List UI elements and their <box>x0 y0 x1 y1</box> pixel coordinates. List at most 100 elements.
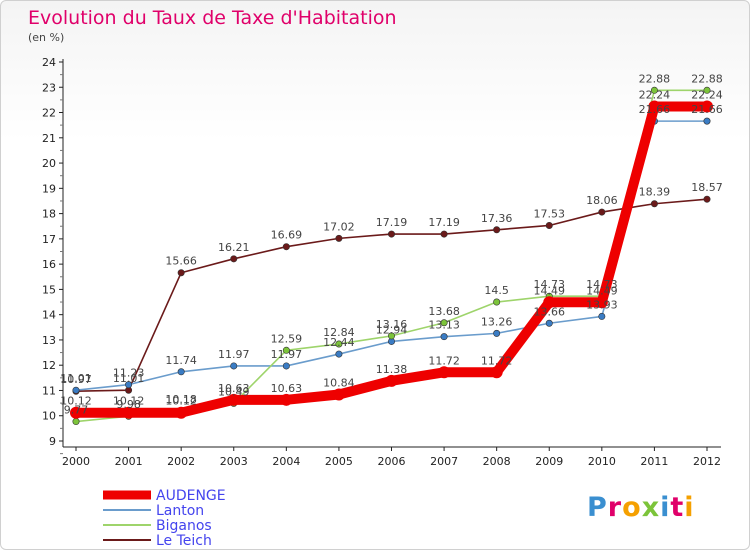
data-label: 10.49 <box>218 385 250 398</box>
data-label: 15.66 <box>165 255 197 268</box>
data-point <box>493 298 501 306</box>
data-label: 21.66 <box>691 103 723 116</box>
data-label: 10.12 <box>165 395 197 408</box>
y-tick-label: 23 <box>42 81 56 94</box>
data-label: 13.13 <box>428 319 460 332</box>
y-tick-label: 18 <box>42 208 56 221</box>
data-point <box>335 340 343 348</box>
data-label: 13.26 <box>481 315 513 328</box>
legend-label: Biganos <box>156 518 212 534</box>
data-label: 22.88 <box>639 72 671 85</box>
x-tick-label: 2003 <box>220 455 248 468</box>
y-tick-label: 16 <box>42 258 56 271</box>
logo-letter: x <box>641 492 661 523</box>
data-point <box>282 362 290 370</box>
data-label: 9.77 <box>64 404 89 417</box>
data-label: 16.69 <box>271 229 303 242</box>
data-point <box>440 333 448 341</box>
data-point <box>230 255 238 263</box>
data-point <box>595 296 608 309</box>
data-label: 14.5 <box>484 284 509 297</box>
x-tick-label: 2011 <box>640 455 668 468</box>
data-label: 11.72 <box>428 354 460 367</box>
data-point <box>230 362 238 370</box>
data-point <box>70 406 82 419</box>
data-point <box>282 346 290 354</box>
data-point <box>335 350 343 358</box>
legend-label: Lanton <box>156 503 204 519</box>
data-label: 22.24 <box>691 88 723 101</box>
data-point <box>227 393 240 406</box>
data-label: 12.59 <box>271 332 303 345</box>
data-point <box>387 230 395 238</box>
data-point <box>650 86 658 94</box>
y-tick-label: 9 <box>49 435 56 448</box>
y-tick-label: 24 <box>42 56 56 69</box>
x-tick-label: 2000 <box>62 455 90 468</box>
proxiti-logo: Proxiti <box>587 492 695 523</box>
data-label: 11.01 <box>60 372 92 385</box>
y-tick-label: 21 <box>42 132 56 145</box>
x-tick-label: 2012 <box>693 455 721 468</box>
data-label: 13.68 <box>428 305 460 318</box>
logo-letter: i <box>660 492 671 523</box>
logo-letter: i <box>684 492 695 523</box>
data-label: 10.12 <box>60 395 92 408</box>
data-label: 10.63 <box>218 382 250 395</box>
data-point <box>703 195 711 203</box>
data-label: 22.88 <box>691 72 723 85</box>
data-label: 14.49 <box>534 284 566 297</box>
data-point <box>72 418 80 426</box>
data-label: 14.73 <box>586 278 618 291</box>
data-label: 18.39 <box>639 186 671 199</box>
logo-letter: r <box>607 492 623 523</box>
data-label: 11.72 <box>481 354 513 367</box>
data-point <box>385 374 398 387</box>
data-label: 12.84 <box>323 326 355 339</box>
data-point <box>703 86 711 94</box>
data-label: 10.63 <box>271 382 303 395</box>
data-label: 16.21 <box>218 241 250 254</box>
y-tick-label: 14 <box>42 309 56 322</box>
data-label: 21.66 <box>639 103 671 116</box>
x-tick-label: 2005 <box>325 455 353 468</box>
data-label: 18.57 <box>691 181 723 194</box>
y-tick-label: 15 <box>42 283 56 296</box>
y-tick-label: 12 <box>42 359 56 372</box>
data-point <box>72 386 80 394</box>
data-label: 12.44 <box>323 336 355 349</box>
data-label: 17.19 <box>428 216 460 229</box>
data-label: 10.97 <box>60 373 92 386</box>
data-label: 11.97 <box>218 348 250 361</box>
data-label: 18.06 <box>586 194 618 207</box>
data-point <box>490 366 503 379</box>
x-tick-label: 2002 <box>167 455 195 468</box>
data-label: 11.38 <box>376 363 408 376</box>
legend-label: Le Teich <box>156 533 212 549</box>
logo-letter: o <box>622 492 642 523</box>
legend-label: AUDENGE <box>156 488 226 504</box>
data-label: 22.24 <box>639 88 671 101</box>
data-point <box>703 117 711 125</box>
data-point <box>438 366 451 379</box>
data-label: 17.02 <box>323 220 355 233</box>
x-tick-label: 2009 <box>535 455 563 468</box>
data-label: 9.98 <box>116 398 141 411</box>
data-point <box>175 406 188 419</box>
data-point <box>545 221 553 229</box>
y-tick-label: 20 <box>42 157 56 170</box>
x-tick-label: 2008 <box>483 455 511 468</box>
data-point <box>440 230 448 238</box>
y-tick-label: 10 <box>42 410 56 423</box>
data-point <box>332 388 345 401</box>
data-point <box>701 100 713 113</box>
data-label: 17.53 <box>534 207 566 220</box>
data-label: 14.49 <box>586 284 618 297</box>
data-label: 11.23 <box>113 367 145 380</box>
unit-label: (en %) <box>28 31 65 44</box>
data-point <box>545 319 553 327</box>
data-point <box>122 406 135 419</box>
data-point <box>648 100 661 113</box>
data-label: 11.01 <box>113 372 145 385</box>
data-label: 17.36 <box>481 212 513 225</box>
